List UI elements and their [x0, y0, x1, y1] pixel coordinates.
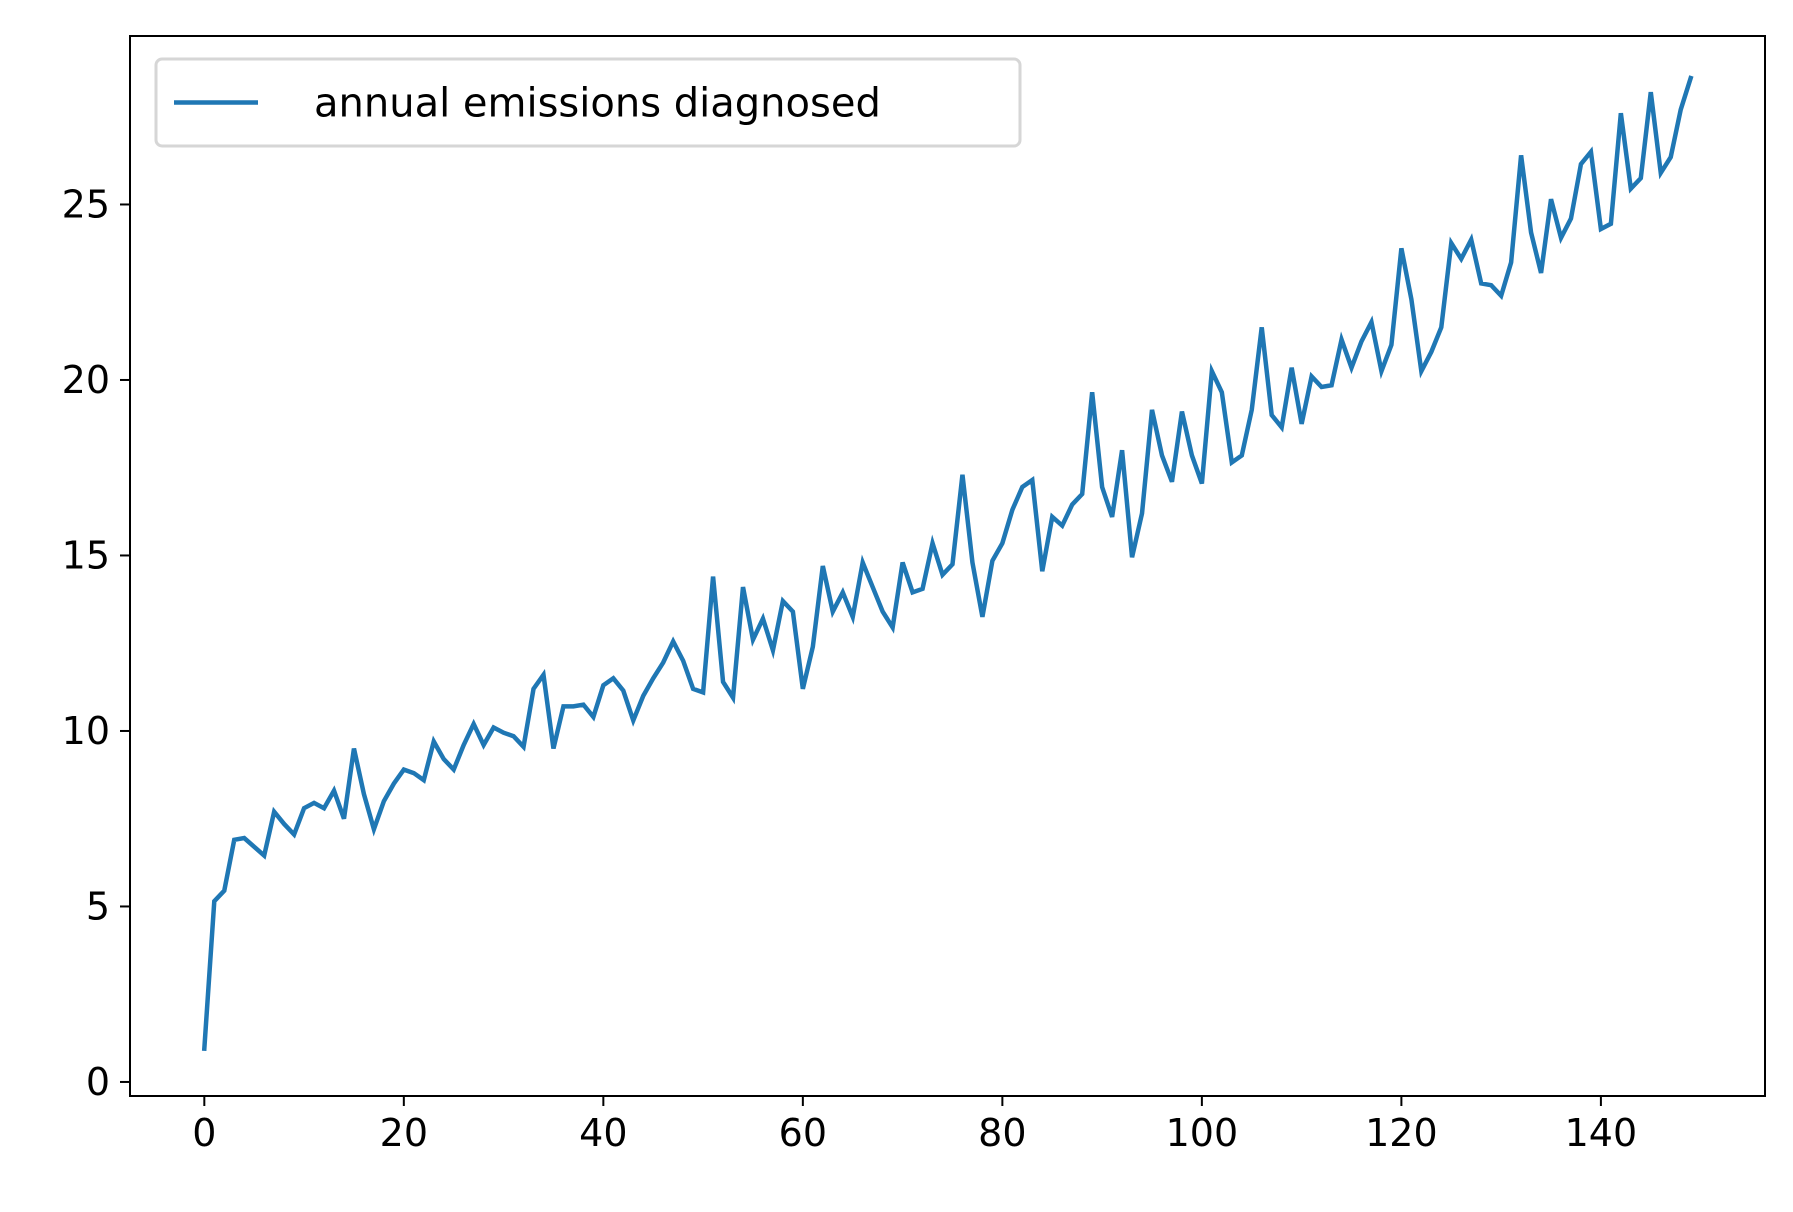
- x-tick-label: 100: [1166, 1111, 1239, 1155]
- x-tick-label: 0: [192, 1111, 216, 1155]
- y-tick-label: 20: [62, 358, 110, 402]
- y-tick-label: 10: [62, 709, 110, 753]
- y-axis: 0 5 10 15 20 25: [62, 182, 130, 1104]
- x-tick-label: 120: [1365, 1111, 1438, 1155]
- y-tick-label: 25: [62, 182, 110, 226]
- legend-label: annual emissions diagnosed: [314, 81, 881, 127]
- x-tick-label: 80: [978, 1111, 1026, 1155]
- y-tick-label: 5: [86, 884, 110, 928]
- legend: annual emissions diagnosed: [154, 57, 1022, 148]
- axes-frame: [129, 35, 1766, 1097]
- x-tick-label: 140: [1565, 1111, 1638, 1155]
- series-layer: [201, 75, 1694, 1052]
- y-tick-label: 0: [86, 1060, 110, 1104]
- x-tick-label: 20: [380, 1111, 428, 1155]
- y-tick-label: 15: [62, 533, 110, 577]
- x-axis: 0 20 40 60 80 100 120 140: [192, 1096, 1637, 1155]
- x-tick-label: 60: [779, 1111, 827, 1155]
- x-tick-label: 40: [579, 1111, 627, 1155]
- legend-box: [154, 57, 1022, 148]
- series-line-0: [201, 75, 1694, 1052]
